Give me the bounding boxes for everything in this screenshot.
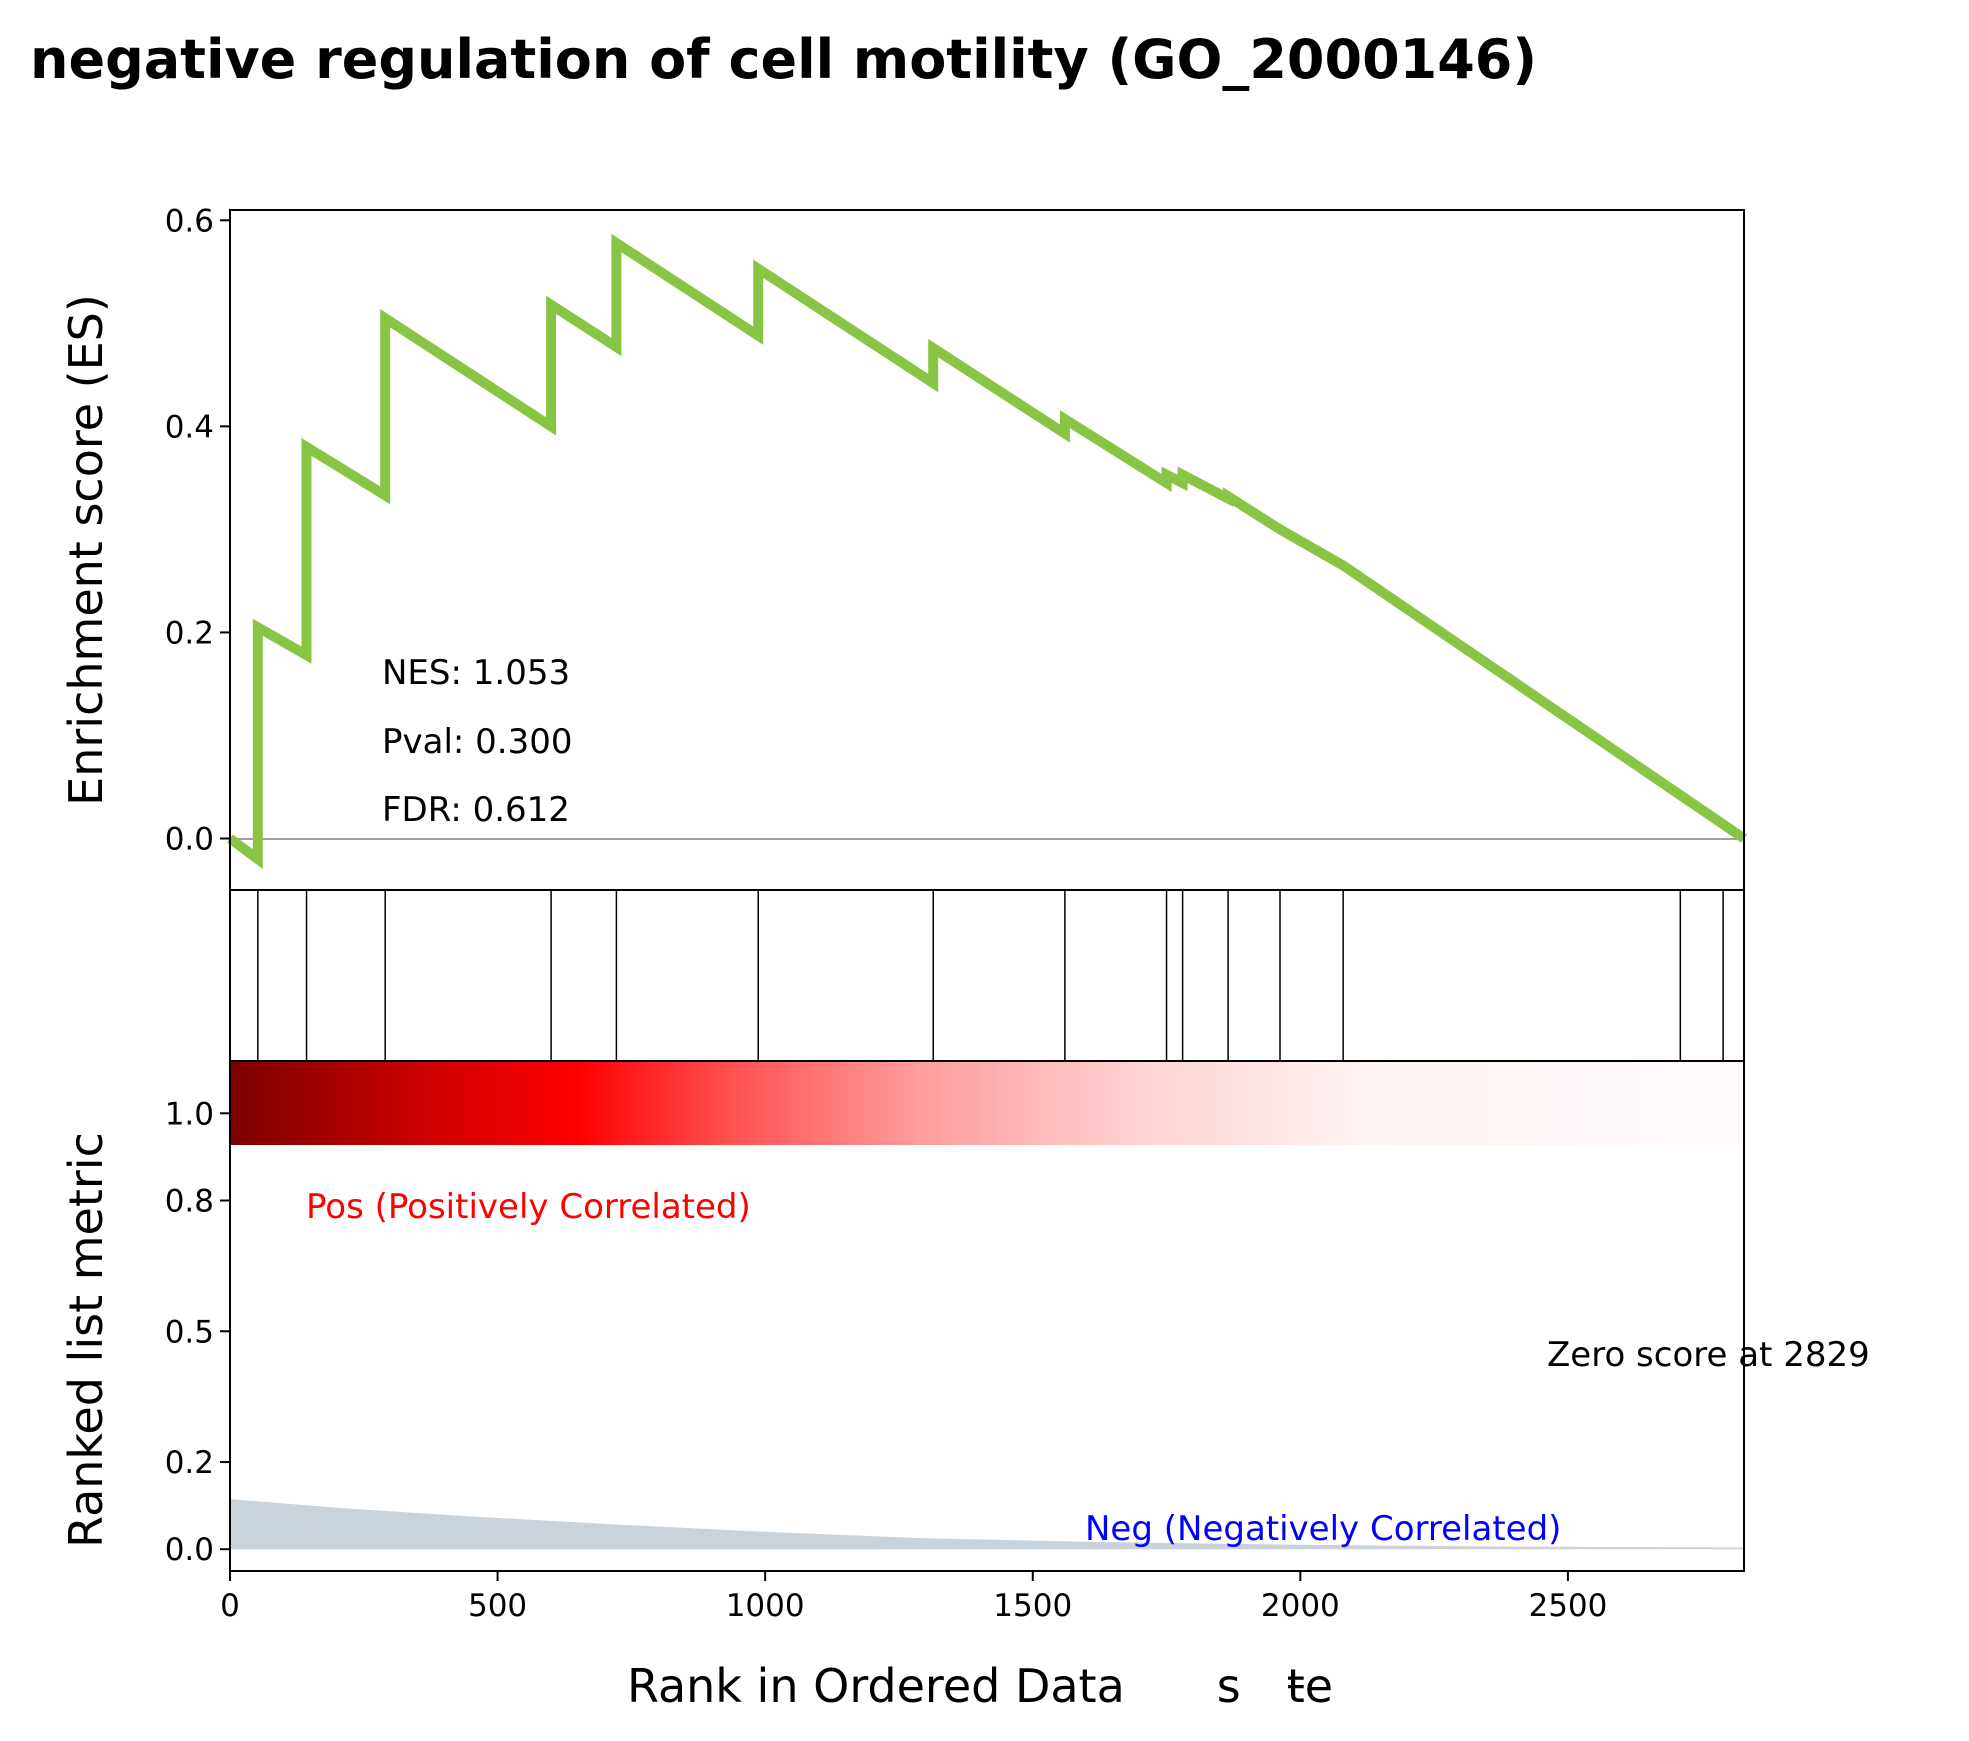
x-tick-label: 1000 — [726, 1588, 805, 1624]
es-y-tick-label: 0.0 — [165, 821, 214, 857]
rank-y-ticks: 0.0 0.2 0.5 0.8 1.0 — [165, 1096, 230, 1568]
rank-y-tick-label: 0.5 — [165, 1314, 214, 1350]
zero-score-label: Zero score at 2829 — [1547, 1335, 1870, 1375]
x-axis-ticks: 0 500 1000 1500 2000 2500 — [220, 1571, 1607, 1624]
fdr-label: FDR: 0.612 — [382, 790, 570, 830]
rank-panel: 0.0 0.2 0.5 0.8 1.0 Pos (Positively Correlat… — [59, 1060, 1870, 1572]
x-tick-label: 2500 — [1528, 1588, 1607, 1624]
es-panel: 0.0 0.2 0.4 0.6 NES: 1.053 Pval: 0.300 FDR:… — [59, 203, 1747, 891]
rank-y-tick-label: 1.0 — [165, 1096, 214, 1132]
es-curve — [227, 233, 1747, 870]
nes-label: NES: 1.053 — [382, 653, 570, 693]
x-axis-label: Rank in Ordered Data s ŧe — [627, 1659, 1333, 1713]
ranked-metric-area — [230, 1499, 1744, 1550]
x-tick-label: 0 — [220, 1588, 240, 1624]
x-tick-label: 1500 — [993, 1588, 1072, 1624]
rank-y-tick-label: 0.8 — [165, 1183, 214, 1219]
es-panel-frame — [229, 209, 1745, 891]
rank-y-tick-label: 0.0 — [165, 1532, 214, 1568]
rank-panel-frame — [229, 1060, 1745, 1572]
es-y-ticks: 0.0 0.2 0.4 0.6 — [165, 203, 230, 857]
rank-y-axis-label: Ranked list metric — [59, 1132, 113, 1548]
neg-correlated-label: Neg (Negatively Correlated) — [1085, 1509, 1561, 1549]
pos-correlated-label: Pos (Positively Correlated) — [306, 1187, 751, 1227]
correlation-heatmap-bar — [230, 1061, 1744, 1145]
pval-label: Pval: 0.300 — [382, 722, 573, 762]
es-y-axis-label: Enrichment score (ES) — [59, 294, 113, 806]
hit-markers — [257, 890, 1745, 1061]
rank-y-tick-label: 0.2 — [165, 1445, 214, 1481]
hits-panel — [229, 889, 1745, 1062]
es-y-tick-label: 0.2 — [165, 615, 214, 651]
hits-panel-frame — [229, 889, 1745, 1062]
chart-title: negative regulation of cell motility (GO… — [30, 28, 1537, 91]
x-tick-label: 500 — [468, 1588, 527, 1624]
x-tick-label: 2000 — [1261, 1588, 1340, 1624]
es-y-tick-label: 0.4 — [165, 409, 214, 445]
es-y-tick-label: 0.6 — [165, 203, 214, 239]
